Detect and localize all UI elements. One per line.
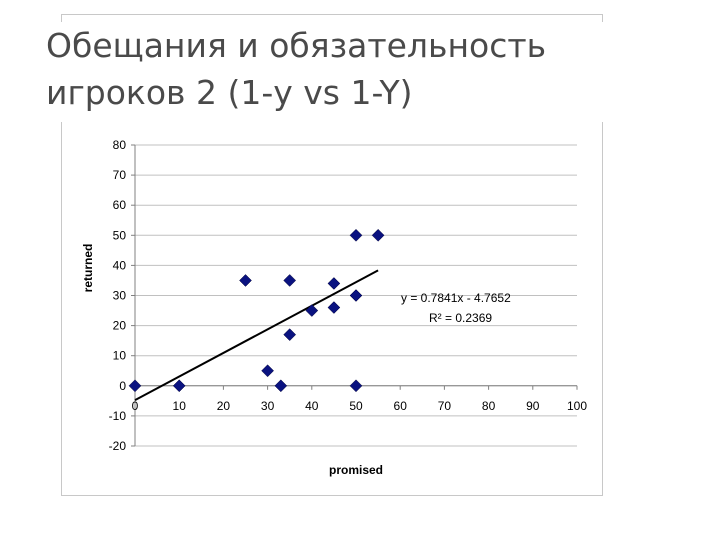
data-point (327, 277, 341, 290)
trendline-path (134, 269, 379, 402)
x-tick-label: 50 (349, 399, 363, 413)
data-point (305, 304, 319, 317)
slide-title-line1: Обещания и обязательность (46, 26, 547, 65)
data-point (371, 228, 385, 242)
y-tick-label: -20 (109, 439, 127, 453)
x-tick-label: 0 (132, 399, 139, 413)
data-points (128, 228, 385, 393)
data-point (349, 289, 363, 302)
y-tick-label: 30 (113, 289, 127, 303)
trendline-equation: y = 0.7841x - 4.7652 (401, 291, 511, 305)
data-point (327, 301, 341, 314)
x-tick-label: 70 (438, 399, 452, 413)
y-axis: -20 -10 0 10 20 30 40 50 60 70 80 (109, 138, 136, 453)
y-tick-label: 80 (113, 138, 127, 152)
x-tick-label: 80 (482, 399, 496, 413)
x-tick-label: 30 (261, 399, 275, 413)
gridlines (135, 144, 577, 447)
y-tick-label: -10 (109, 409, 127, 423)
x-tick-label: 60 (394, 399, 408, 413)
data-point (283, 274, 297, 287)
y-axis-title: returned (81, 244, 95, 293)
data-point (283, 328, 297, 341)
data-point (349, 379, 363, 393)
y-tick-label: 20 (113, 319, 127, 333)
slide-title: Обещания и обязательность игроков 2 (1-y… (44, 22, 646, 122)
x-tick-label: 100 (567, 399, 587, 413)
data-point (172, 379, 186, 393)
r-squared-label: R² = 0.2369 (429, 311, 492, 325)
data-point (349, 228, 363, 242)
y-tick-label: 50 (113, 228, 127, 242)
x-tick-label: 20 (217, 399, 231, 413)
x-axis: 0 10 20 30 40 50 60 70 80 90 100 (132, 385, 587, 413)
x-tick-label: 40 (305, 399, 319, 413)
chart-frame (61, 14, 603, 496)
data-point (274, 379, 288, 393)
y-tick-label: 40 (113, 258, 127, 272)
x-tick-label: 90 (526, 399, 540, 413)
y-tick-label: 0 (119, 379, 126, 393)
x-tick-label: 10 (173, 399, 187, 413)
slide-title-line2: игроков 2 (1-y vs 1-Y) (46, 73, 413, 112)
y-tick-label: 70 (113, 168, 127, 182)
data-point (128, 379, 142, 393)
data-point (239, 274, 252, 287)
x-axis-title: promised (329, 463, 383, 477)
y-tick-label: 60 (113, 198, 127, 212)
y-tick-label: 10 (113, 349, 127, 363)
trendline (134, 269, 379, 402)
data-point (261, 364, 274, 378)
